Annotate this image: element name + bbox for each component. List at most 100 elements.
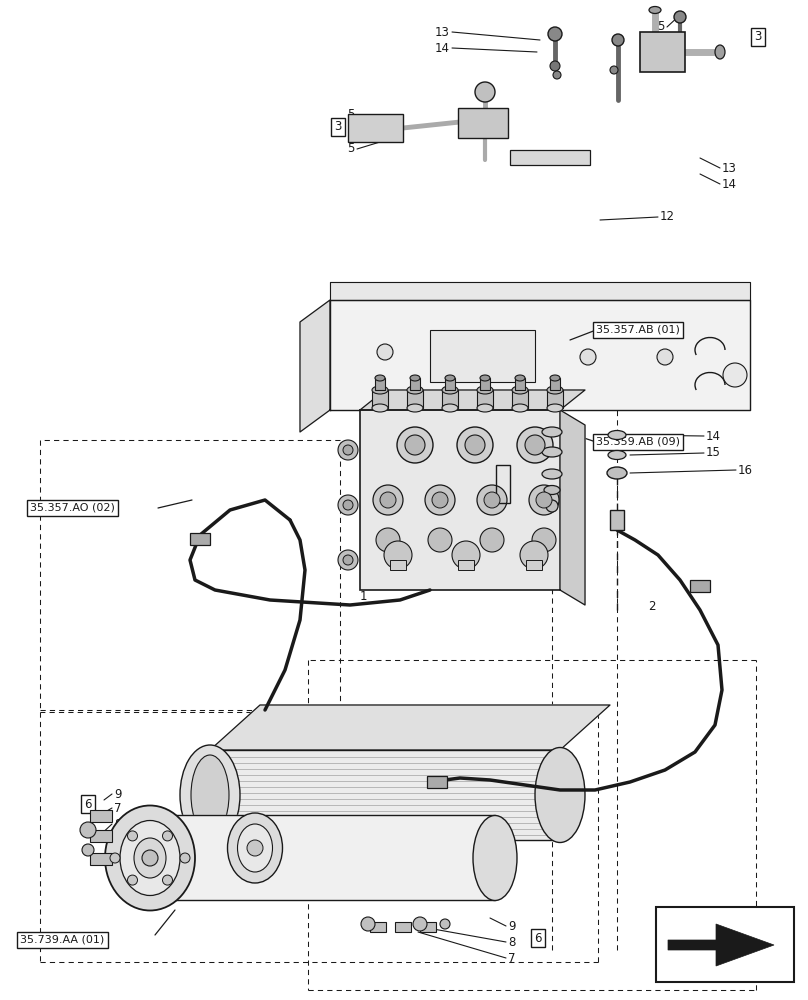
Circle shape: [657, 349, 673, 365]
Ellipse shape: [120, 820, 180, 896]
Bar: [496, 465, 510, 503]
Text: 2: 2: [648, 600, 655, 613]
Text: 14: 14: [706, 430, 721, 442]
Polygon shape: [330, 282, 750, 300]
Ellipse shape: [547, 386, 563, 394]
Ellipse shape: [238, 824, 272, 872]
Ellipse shape: [407, 386, 423, 394]
Circle shape: [610, 66, 618, 74]
Bar: [375, 378, 385, 390]
Ellipse shape: [512, 404, 528, 412]
Text: 5: 5: [658, 20, 665, 33]
Bar: [547, 390, 563, 408]
Polygon shape: [330, 300, 750, 410]
Text: 12: 12: [660, 211, 675, 224]
Circle shape: [612, 34, 624, 46]
Ellipse shape: [410, 375, 420, 381]
Text: 5: 5: [347, 108, 355, 121]
Text: 7: 7: [114, 802, 121, 814]
Ellipse shape: [512, 386, 528, 394]
Ellipse shape: [542, 427, 562, 437]
Circle shape: [180, 853, 190, 863]
Ellipse shape: [445, 375, 455, 381]
Ellipse shape: [473, 816, 517, 900]
Circle shape: [82, 844, 94, 856]
Ellipse shape: [515, 375, 525, 381]
Circle shape: [428, 528, 452, 552]
Circle shape: [142, 850, 158, 866]
Bar: [370, 922, 386, 932]
Circle shape: [548, 27, 562, 41]
Circle shape: [405, 435, 425, 455]
Bar: [512, 390, 528, 408]
Ellipse shape: [480, 375, 490, 381]
Text: 9: 9: [114, 788, 121, 800]
Ellipse shape: [608, 450, 626, 460]
Ellipse shape: [442, 404, 458, 412]
Ellipse shape: [134, 838, 166, 878]
Circle shape: [546, 500, 558, 512]
Circle shape: [457, 427, 493, 463]
Ellipse shape: [375, 375, 385, 381]
Ellipse shape: [535, 748, 585, 842]
Text: 4: 4: [347, 125, 355, 138]
Bar: [510, 150, 590, 165]
Ellipse shape: [372, 386, 388, 394]
Circle shape: [380, 492, 396, 508]
Circle shape: [425, 485, 455, 515]
Bar: [550, 378, 560, 390]
Circle shape: [723, 363, 747, 387]
Circle shape: [440, 919, 450, 929]
Circle shape: [397, 427, 433, 463]
Circle shape: [517, 427, 553, 463]
Text: 16: 16: [495, 452, 510, 466]
Text: 9: 9: [528, 496, 536, 510]
Circle shape: [162, 831, 172, 841]
Polygon shape: [300, 300, 330, 432]
Circle shape: [343, 445, 353, 455]
Bar: [445, 378, 455, 390]
Text: 15: 15: [706, 446, 721, 460]
Text: 10: 10: [489, 472, 503, 482]
Bar: [640, 32, 685, 72]
Circle shape: [128, 831, 137, 841]
Ellipse shape: [547, 404, 563, 412]
Ellipse shape: [228, 813, 283, 883]
Circle shape: [484, 492, 500, 508]
Text: 35.739.AA (01): 35.739.AA (01): [20, 935, 104, 945]
Circle shape: [377, 344, 393, 360]
Bar: [458, 108, 508, 138]
Text: 14: 14: [435, 41, 450, 54]
Ellipse shape: [607, 467, 627, 479]
Bar: [420, 922, 436, 932]
Circle shape: [343, 555, 353, 565]
Text: 8: 8: [508, 936, 516, 948]
Circle shape: [343, 500, 353, 510]
Ellipse shape: [180, 745, 240, 845]
Bar: [477, 390, 493, 408]
Bar: [410, 378, 420, 390]
Bar: [427, 776, 447, 788]
Circle shape: [338, 440, 358, 460]
Circle shape: [338, 550, 358, 570]
Ellipse shape: [442, 386, 458, 394]
Ellipse shape: [544, 486, 560, 494]
Circle shape: [477, 485, 507, 515]
Text: 3: 3: [755, 30, 762, 43]
Bar: [190, 533, 210, 545]
Ellipse shape: [550, 375, 560, 381]
Circle shape: [465, 435, 485, 455]
Bar: [90, 810, 112, 822]
Circle shape: [338, 495, 358, 515]
Polygon shape: [668, 924, 774, 966]
Text: 5: 5: [658, 50, 665, 64]
Bar: [480, 378, 490, 390]
Text: 4: 4: [658, 35, 665, 48]
Text: 6: 6: [84, 798, 92, 810]
Bar: [395, 922, 411, 932]
Text: 35.359.AB (09): 35.359.AB (09): [596, 437, 680, 447]
Bar: [526, 560, 542, 570]
Text: 1: 1: [360, 590, 368, 603]
Bar: [372, 390, 388, 408]
Text: 5: 5: [347, 142, 355, 155]
